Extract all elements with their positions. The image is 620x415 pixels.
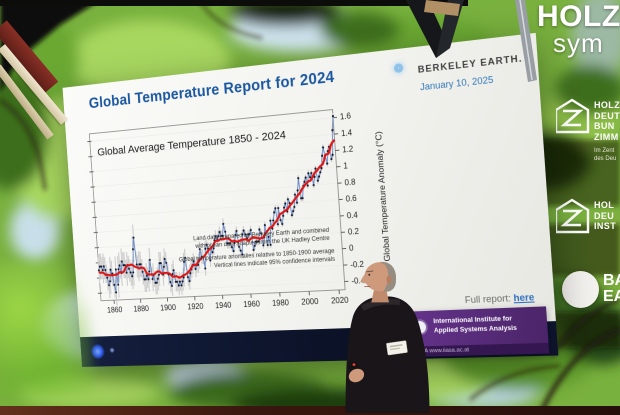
svg-text:1940: 1940 [215,300,232,310]
presenter-suit [345,296,430,414]
foreground-leaves [0,262,92,397]
holzbau-institut-logo: HOL DEU INST [554,198,616,241]
svg-text:1920: 1920 [187,302,204,312]
partner-circle-logo [562,271,599,308]
svg-text:1980: 1980 [272,298,289,308]
iiasa-name-line2: Applied Systems Analysis [433,324,518,335]
svg-text:1: 1 [343,161,348,171]
house-z-icon [554,198,590,234]
svg-text:Global Average Temperature 185: Global Average Temperature 1850 - 2024 [97,129,286,159]
svg-text:-0.2: -0.2 [350,259,364,269]
assoc2-line: DEU [594,210,615,221]
assoc2-line: INST [594,221,617,231]
svg-text:1.6: 1.6 [340,111,352,122]
svg-text:1900: 1900 [160,303,176,313]
presenter-neck [371,288,390,303]
ceiling-shadow-strip [0,0,468,6]
svg-text:2020: 2020 [331,295,349,305]
assoc1-subline: Im Zent [594,148,615,154]
house-z-icon [554,98,590,134]
presentation-slide: Global Temperature Report for 2024 BERKE… [62,32,559,367]
event-title-line1: HOLZB [537,0,620,33]
event-title-line2: sym [553,28,604,58]
svg-text:2000: 2000 [301,297,319,307]
stage-floor [0,406,620,415]
full-report-line: Full report: here [464,292,534,305]
svg-text:0.8: 0.8 [344,177,356,188]
iiasa-name-line1: International Institute for [433,315,513,326]
svg-text:0: 0 [349,243,354,253]
name-badge [386,340,408,356]
assoc1-line: ZIMM [594,131,619,142]
svg-text:0.4: 0.4 [346,210,358,220]
svg-text:-0.4: -0.4 [351,276,365,286]
svg-text:Global Temperature Anomaly (°C: Global Temperature Anomaly (°C) [374,131,393,262]
svg-text:1860: 1860 [107,305,123,315]
projector-glow-dot-small [109,347,115,354]
assoc1-line: DEUT [594,110,620,121]
full-report-link[interactable]: here [513,291,535,304]
svg-text:1960: 1960 [243,299,260,309]
presenter-person [345,261,430,414]
assoc2-line: HOL [594,200,615,210]
presenter-nose [361,273,368,284]
svg-text:0.2: 0.2 [348,226,360,236]
assoc1-subline: des Deu [594,155,617,162]
svg-text:1.2: 1.2 [342,144,354,155]
stage-truss [406,0,537,82]
svg-text:0.6: 0.6 [345,193,357,203]
svg-text:1.4: 1.4 [341,128,353,139]
presenter-gray-hair [380,261,397,292]
projector-glow-dot [90,343,106,360]
presenter-eye [368,273,371,276]
assoc1-line: BUN [594,121,615,131]
holzbau-association-logo: HOLZ DEUT BUN ZIMM Im Zent des Deu [554,98,620,162]
svg-text:1880: 1880 [133,304,149,314]
full-report-label: Full report: [464,292,512,306]
partner-circle-text: BA EA [603,272,620,305]
presenter-hand [348,368,365,383]
presenter-ear [386,275,392,284]
assoc1-line: HOLZ [594,100,620,110]
temperature-anomaly-chart: 1.6 1.4 1.2 1 0.8 0.6 0.4 0.2 0 -0.2 -0.4 1860 1880 1… [76,97,393,315]
